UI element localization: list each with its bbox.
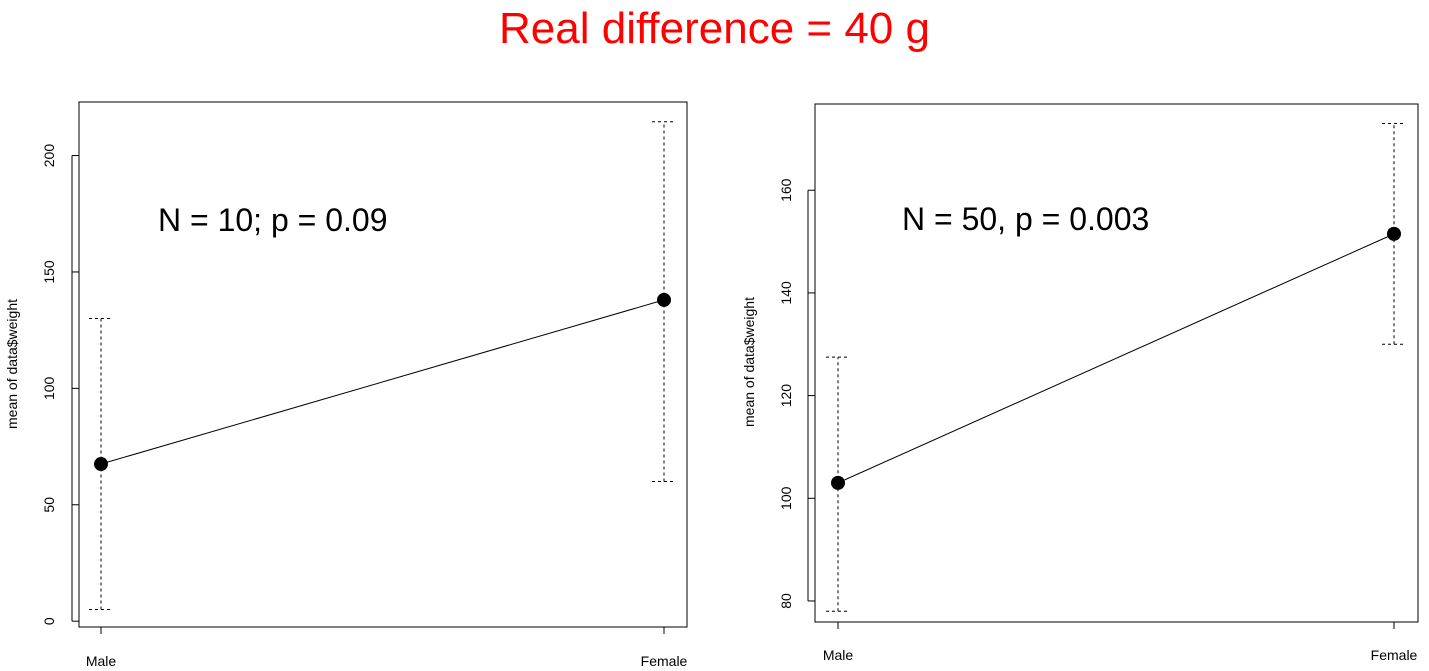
x-category-label: Female bbox=[641, 653, 688, 669]
y-axis-label: mean of data$weight bbox=[4, 299, 20, 429]
series-line bbox=[837, 233, 1395, 484]
y-tick-label: 120 bbox=[778, 384, 794, 408]
y-axis-label: mean of data$weight bbox=[741, 297, 757, 427]
x-category-label: Female bbox=[1371, 647, 1418, 663]
y-tick-label: 0 bbox=[41, 617, 57, 625]
chart-panel-1: 0 50 100 150 200 Male Female mean of data$weigh… bbox=[4, 101, 688, 669]
plot-box bbox=[78, 101, 688, 628]
y-tick-label: 140 bbox=[778, 281, 794, 305]
stats-annotation: N = 50, p = 0.003 bbox=[902, 201, 1149, 237]
mean-point bbox=[94, 457, 108, 472]
slide-title: Real difference = 40 g bbox=[499, 4, 930, 53]
y-tick-label: 80 bbox=[778, 593, 794, 609]
mean-point bbox=[1387, 226, 1401, 241]
y-tick-label: 100 bbox=[41, 376, 57, 400]
y-tick-label: 160 bbox=[778, 178, 794, 202]
plot-box bbox=[814, 103, 1419, 623]
y-tick-label: 200 bbox=[41, 144, 57, 168]
mean-point bbox=[657, 292, 671, 307]
x-category-label: Male bbox=[86, 653, 117, 669]
stats-annotation: N = 10; p = 0.09 bbox=[158, 202, 388, 238]
y-tick-label: 100 bbox=[778, 486, 794, 510]
y-tick-label: 50 bbox=[41, 497, 57, 513]
chart-panel-2: 80 100 120 140 160 Male Female mean of data$wei… bbox=[741, 103, 1419, 663]
series-line bbox=[100, 299, 665, 465]
x-category-label: Male bbox=[823, 647, 854, 663]
y-tick-label: 150 bbox=[41, 260, 57, 284]
mean-point bbox=[831, 475, 845, 490]
